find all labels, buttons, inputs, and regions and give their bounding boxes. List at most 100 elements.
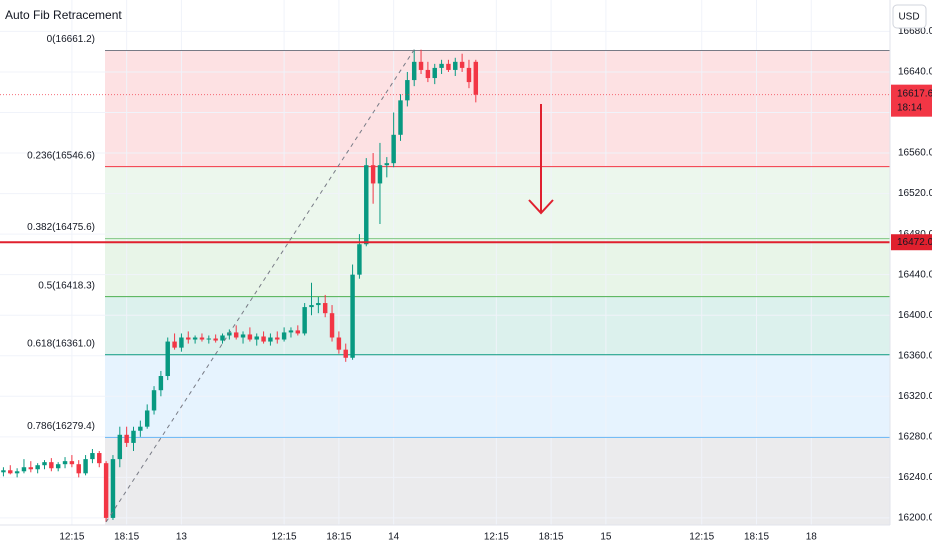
down-arrow: [528, 104, 554, 215]
candle-body: [336, 337, 342, 350]
x-tick-label: 14: [388, 532, 400, 543]
fib-zone: [105, 166, 890, 239]
currency-button[interactable]: [892, 4, 927, 29]
candle-body: [343, 349, 348, 358]
candle-body: [213, 338, 218, 341]
candle-body: [69, 461, 75, 465]
candle-body: [275, 337, 280, 340]
candle-body: [453, 61, 458, 70]
chart-title: Auto Fib Retracement: [5, 8, 122, 22]
candle-body: [357, 244, 362, 275]
candle-body: [151, 390, 157, 411]
x-tick-label: 18:15: [539, 532, 564, 543]
fib-zone: [105, 50, 890, 167]
candle-body: [220, 335, 225, 341]
candle-body: [90, 453, 95, 460]
arrow-head: [528, 199, 554, 215]
candle-body: [49, 462, 54, 469]
x-tick-label: 13: [176, 532, 188, 543]
y-tick-label: 16520.0: [898, 188, 932, 199]
candle-body: [309, 305, 314, 308]
candle-body: [370, 165, 376, 184]
y-tick-label: 16320.0: [898, 391, 932, 402]
countdown-label: 18:14: [897, 102, 922, 113]
candle-body: [35, 465, 40, 470]
x-tick-label: 18: [806, 532, 818, 543]
candle-body: [384, 163, 390, 166]
candle-body: [425, 69, 431, 79]
candle-body: [55, 464, 61, 469]
x-tick-label: 18:15: [326, 532, 351, 543]
fib-zone: [105, 238, 890, 297]
candle-body: [110, 459, 116, 518]
candle-body: [261, 336, 266, 342]
fib-zones: [105, 50, 890, 525]
fib-level-label: 0.382(16475.6): [27, 222, 95, 233]
candle-body: [76, 464, 81, 474]
x-tick-label: 12:15: [689, 532, 714, 543]
fib-zone: [105, 437, 890, 525]
y-tick-label: 16560.0: [898, 148, 932, 159]
candle-body: [83, 459, 88, 474]
fib-levels: 0(16661.2) 0.236(16546.6) 0.382(16475.6) 0.…: [27, 34, 890, 438]
alert-price-label: 16472.0: [897, 237, 932, 248]
fib-level-label: 0(16661.2): [47, 34, 95, 45]
x-tick-label: 12:15: [272, 532, 297, 543]
candle-body: [172, 341, 177, 348]
fib-zone: [105, 296, 890, 355]
candle-body: [97, 453, 102, 464]
y-tick-label: 16400.0: [898, 310, 932, 321]
candle-body: [268, 337, 273, 342]
candle-body: [14, 471, 20, 474]
y-tick-label: 16360.0: [898, 350, 932, 361]
candle-body: [21, 467, 27, 472]
candle-body: [418, 61, 424, 70]
candle-body: [473, 61, 479, 95]
candle-body: [391, 134, 396, 164]
candle-body: [199, 337, 205, 340]
fib-level-label: 0.5(16418.3): [38, 280, 95, 291]
candle-body: [8, 470, 13, 474]
overlays: 16617.6 18:14 16472.0: [0, 49, 932, 523]
last-price-label: 16617.6: [897, 88, 932, 99]
candle-body: [192, 337, 198, 340]
candle-body: [28, 467, 34, 470]
candle-body: [288, 330, 294, 333]
candle-body: [398, 100, 403, 135]
candle-body: [322, 303, 328, 314]
candle-body: [459, 61, 465, 68]
fib-level-label: 0.618(16361.0): [27, 338, 95, 349]
candle-body: [179, 337, 184, 348]
x-tick-label: 18:15: [114, 532, 139, 543]
candle-body: [240, 334, 246, 338]
candle-body: [329, 313, 335, 338]
candle-body: [62, 461, 68, 465]
candle-body: [439, 63, 444, 68]
candle-body: [254, 336, 259, 340]
candle-body: [186, 337, 191, 340]
x-tick-label: 15: [600, 532, 612, 543]
candles: [1, 49, 479, 522]
x-tick-label: 18:15: [744, 532, 769, 543]
fib-level-label: 0.236(16546.6): [27, 150, 95, 161]
candle-body: [295, 330, 301, 334]
x-tick-label: 12:15: [484, 532, 509, 543]
y-tick-label: 16440.0: [898, 269, 932, 280]
candle-body: [144, 410, 150, 427]
candle-body: [247, 334, 253, 340]
candle-body: [165, 341, 170, 377]
candle-body: [117, 434, 123, 460]
candle-body: [350, 274, 355, 358]
candle-body: [316, 303, 321, 306]
candle-body: [103, 463, 109, 518]
y-tick-label: 16640.0: [898, 67, 932, 78]
fib-level-label: 0.786(16279.4): [27, 421, 95, 432]
candle-body: [364, 165, 369, 245]
candle-body: [206, 338, 212, 340]
candle-body: [42, 462, 47, 466]
currency-label[interactable]: USD: [898, 12, 919, 23]
candle-body: [405, 80, 410, 101]
candle-body: [446, 63, 451, 70]
candle-body: [233, 332, 239, 338]
